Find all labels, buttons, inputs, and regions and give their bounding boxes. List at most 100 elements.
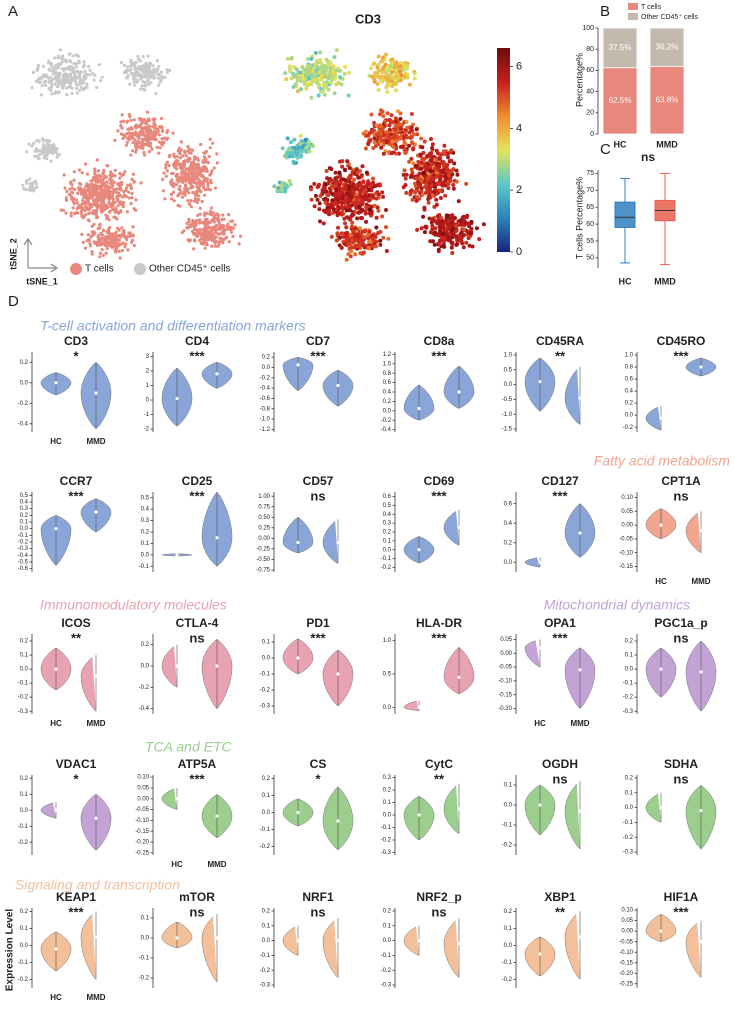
- tsne-dot: [368, 138, 373, 143]
- tsne-dot: [369, 211, 374, 216]
- tsne-dot: [48, 146, 52, 150]
- tsne-dot: [112, 180, 116, 184]
- y-tick-label: 0.2: [20, 513, 29, 519]
- annotation: ***: [310, 630, 326, 645]
- y-tick-label: 0.2: [262, 776, 271, 782]
- y-tick-label: -0.20: [498, 706, 512, 712]
- tsne-dot: [187, 202, 191, 206]
- tsne-dot: [84, 162, 88, 166]
- tsne-dot: [101, 196, 105, 200]
- tsne-dot: [29, 183, 34, 187]
- tsne-dot: [276, 189, 280, 193]
- tsne-dot: [378, 242, 383, 247]
- tsne-dot: [82, 194, 86, 198]
- tsne-dot: [80, 206, 84, 210]
- median-dot: [336, 819, 340, 823]
- tsne-dot: [428, 169, 433, 174]
- tsne-dot: [148, 75, 152, 80]
- tsne-dot: [291, 71, 296, 76]
- tsne-dot: [383, 62, 388, 67]
- tsne-dot: [415, 227, 420, 232]
- median-dot: [578, 935, 582, 939]
- tsne-dot: [63, 67, 67, 71]
- tsne-dot: [155, 130, 159, 134]
- tsne-dot: [356, 234, 361, 239]
- annotation: ns: [189, 904, 204, 919]
- tsne-dot: [72, 170, 76, 174]
- tsne-dot: [158, 125, 162, 129]
- tsne-dot: [409, 167, 414, 172]
- tsne-dot: [176, 163, 180, 167]
- violin: [564, 783, 581, 850]
- tsne-dot: [291, 84, 296, 89]
- tsne-dot: [127, 190, 131, 194]
- tsne-dot: [139, 87, 143, 91]
- tsne-dot: [436, 247, 441, 252]
- tsne-dot: [138, 59, 142, 63]
- tsne-dot: [347, 208, 352, 212]
- tsne-dot: [96, 199, 100, 203]
- tsne-dot: [113, 209, 118, 213]
- tsne-dot: [386, 78, 391, 83]
- tsne-dot: [393, 63, 398, 68]
- tsne-dot: [359, 174, 364, 179]
- tsne-dot: [303, 137, 308, 142]
- y-tick-label: 0.0: [141, 936, 150, 942]
- tsne-dot: [449, 158, 454, 163]
- tsne-dot: [214, 228, 218, 232]
- tsne-dot: [73, 69, 77, 74]
- tsne-dot: [358, 226, 362, 231]
- tsne-dot: [320, 70, 325, 75]
- tsne-dot: [127, 231, 131, 235]
- tsne-dot: [315, 185, 320, 189]
- value-label: 63.8%: [656, 95, 679, 104]
- y-tick-label: 0.0: [141, 664, 150, 670]
- tsne-dot: [450, 213, 455, 218]
- tsne-dot: [172, 185, 176, 189]
- tsne-dot: [164, 174, 168, 178]
- tsne-dot: [50, 78, 54, 82]
- tsne-dot: [331, 68, 336, 73]
- tsne-dot: [75, 201, 79, 205]
- tsne-dot: [171, 171, 175, 176]
- tsne-dot: [69, 211, 73, 215]
- tsne-dot: [113, 201, 117, 205]
- tsne-dot: [344, 237, 349, 242]
- tsne-dot: [202, 151, 206, 155]
- value-label: 36.2%: [656, 42, 679, 51]
- panel-title: CytC: [425, 757, 453, 771]
- tsne-dot: [348, 173, 353, 178]
- tsne-dot: [409, 112, 414, 116]
- tsne-dot: [353, 210, 358, 215]
- y-tick-label: -0.6: [260, 396, 271, 402]
- panel-title: CCR7: [60, 474, 93, 488]
- tsne-dot: [385, 90, 390, 94]
- annotation: ***: [673, 348, 689, 363]
- tsne-dot: [469, 231, 474, 236]
- tsne-dot: [327, 212, 332, 217]
- annotation: ***: [552, 488, 568, 503]
- tsne-dot: [438, 196, 443, 200]
- tsne-dot: [283, 189, 287, 194]
- tsne-dot: [321, 81, 326, 86]
- tsne-dot: [455, 172, 460, 177]
- tsne-dot: [372, 77, 377, 82]
- tsne-dot: [131, 172, 135, 176]
- y-tick-label: -0.3: [260, 983, 271, 989]
- tsne-dot: [222, 238, 226, 242]
- y-tick-label: -0.50: [256, 557, 270, 563]
- tsne-dot: [137, 141, 142, 145]
- violin: [443, 511, 460, 546]
- tsne-dot: [49, 76, 53, 80]
- tsne-dot: [441, 149, 446, 154]
- median-dot: [417, 705, 421, 709]
- tsne-dot: [231, 219, 235, 223]
- annotation: ns: [552, 771, 567, 786]
- tsne-dot: [393, 123, 398, 128]
- tsne-dot: [202, 227, 206, 231]
- tsne-dot: [452, 161, 457, 166]
- tsne-dot: [413, 184, 418, 189]
- x-tick-label: HC: [50, 719, 62, 728]
- tsne-dot: [137, 145, 141, 149]
- tsne-dot: [222, 232, 226, 236]
